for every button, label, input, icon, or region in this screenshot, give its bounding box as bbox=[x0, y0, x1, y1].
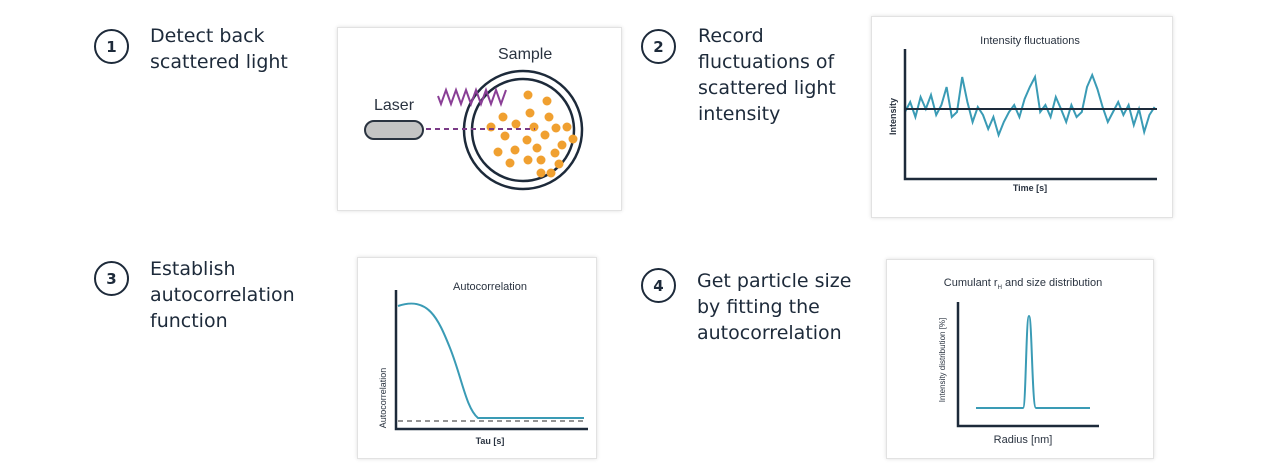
particle bbox=[505, 158, 515, 168]
particle bbox=[532, 143, 542, 153]
particle bbox=[542, 96, 552, 106]
particle bbox=[568, 134, 578, 144]
particle bbox=[486, 122, 496, 132]
step-4-number: 4 bbox=[641, 268, 676, 303]
step-4-text: Get particle size by fitting the autocor… bbox=[697, 270, 852, 344]
laser-label: Laser bbox=[374, 97, 415, 114]
step-1-number: 1 bbox=[94, 29, 129, 64]
chart-title: Autocorrelation bbox=[453, 281, 527, 293]
particle bbox=[544, 112, 554, 122]
particle bbox=[551, 123, 561, 133]
particle bbox=[525, 108, 535, 118]
chart-title: Cumulant rH and size distribution bbox=[944, 277, 1102, 291]
step-3-text: Establish autocorrelation function bbox=[150, 258, 295, 332]
autocorrelation-curve bbox=[397, 302, 584, 419]
particle bbox=[562, 122, 572, 132]
particle bbox=[554, 159, 564, 169]
particle bbox=[522, 135, 532, 145]
particle bbox=[498, 112, 508, 122]
panel-intensity-fluctuations: Intensity fluctuations Intensity Time [s… bbox=[871, 16, 1173, 218]
particle bbox=[557, 140, 567, 150]
intensity-trace bbox=[904, 72, 1156, 139]
sample-label: Sample bbox=[498, 46, 552, 63]
particle bbox=[546, 168, 556, 178]
particle bbox=[511, 119, 521, 129]
particle bbox=[536, 155, 546, 165]
size-peak-curve bbox=[976, 314, 1090, 409]
particle bbox=[493, 147, 503, 157]
particle bbox=[523, 155, 533, 165]
laser-icon bbox=[364, 120, 424, 140]
y-axis-label: Autocorrelation bbox=[378, 368, 388, 429]
axes bbox=[956, 302, 1099, 428]
panel-autocorrelation: Autocorrelation Autocorrelation Tau [s] bbox=[357, 257, 597, 459]
x-axis-label: Tau [s] bbox=[476, 436, 505, 446]
particle bbox=[500, 131, 510, 141]
step-3-number: 3 bbox=[94, 261, 129, 296]
panel-laser-sample: Sample Laser bbox=[337, 27, 622, 211]
x-axis-label: Radius [nm] bbox=[994, 434, 1053, 446]
step-2-text: Record fluctuations of scattered light i… bbox=[698, 25, 836, 125]
scattered-wave-icon bbox=[437, 87, 507, 107]
axes bbox=[903, 49, 1157, 181]
x-axis-label: Time [s] bbox=[1013, 183, 1047, 193]
particle bbox=[529, 122, 539, 132]
particle bbox=[550, 148, 560, 158]
axes bbox=[394, 290, 588, 431]
panel-size-distribution: Cumulant rH and size distribution Intens… bbox=[886, 259, 1154, 459]
particle bbox=[540, 130, 550, 140]
step-2-number: 2 bbox=[641, 29, 676, 64]
step-1-text: Detect back scattered light bbox=[150, 25, 288, 73]
y-axis-label: Intensity bbox=[888, 98, 898, 135]
y-axis-label: Intensity distribution [%] bbox=[938, 318, 947, 402]
particle bbox=[510, 145, 520, 155]
chart-title: Intensity fluctuations bbox=[980, 35, 1080, 47]
particle bbox=[536, 168, 546, 178]
particle bbox=[523, 90, 533, 100]
